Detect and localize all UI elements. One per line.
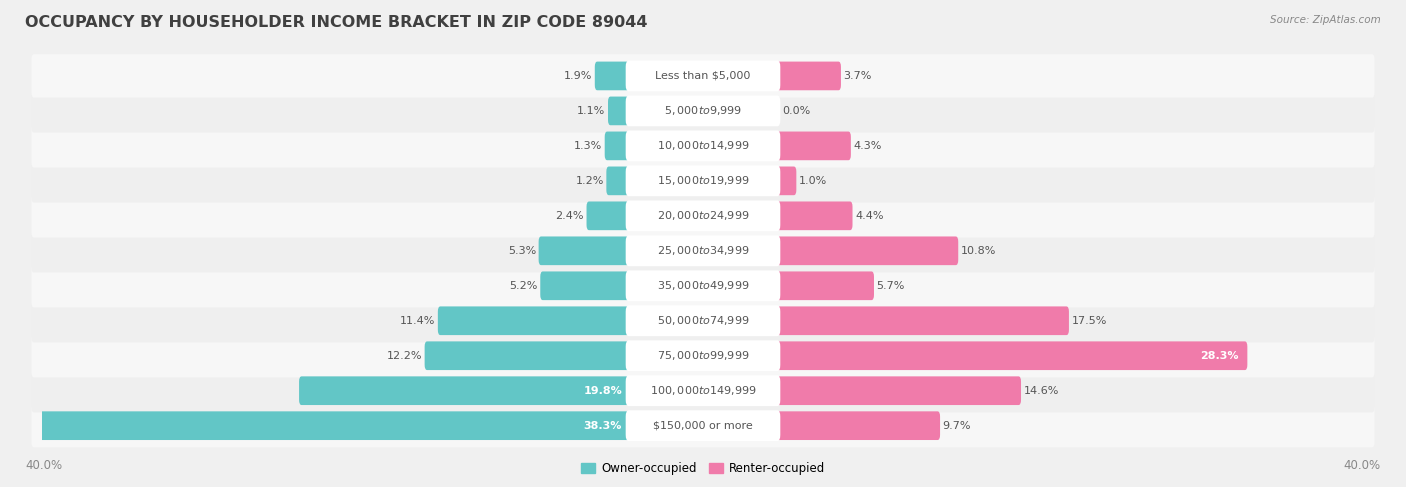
FancyBboxPatch shape — [437, 306, 631, 335]
FancyBboxPatch shape — [425, 341, 631, 370]
FancyBboxPatch shape — [31, 404, 1375, 448]
Text: 3.7%: 3.7% — [844, 71, 872, 81]
Text: 0.0%: 0.0% — [782, 106, 810, 116]
FancyBboxPatch shape — [626, 270, 780, 301]
Text: $35,000 to $49,999: $35,000 to $49,999 — [657, 279, 749, 292]
Text: 19.8%: 19.8% — [583, 386, 621, 396]
Text: 5.3%: 5.3% — [508, 246, 536, 256]
FancyBboxPatch shape — [775, 237, 959, 265]
FancyBboxPatch shape — [626, 235, 780, 266]
FancyBboxPatch shape — [31, 194, 1375, 238]
FancyBboxPatch shape — [31, 264, 1375, 307]
FancyBboxPatch shape — [31, 229, 1375, 273]
Text: 12.2%: 12.2% — [387, 351, 422, 361]
FancyBboxPatch shape — [299, 376, 631, 405]
FancyBboxPatch shape — [595, 61, 631, 90]
FancyBboxPatch shape — [31, 369, 1375, 412]
FancyBboxPatch shape — [775, 376, 1021, 405]
FancyBboxPatch shape — [31, 89, 1375, 132]
Text: 10.8%: 10.8% — [960, 246, 995, 256]
Text: 5.2%: 5.2% — [509, 281, 537, 291]
Text: $50,000 to $74,999: $50,000 to $74,999 — [657, 314, 749, 327]
Text: $25,000 to $34,999: $25,000 to $34,999 — [657, 244, 749, 257]
FancyBboxPatch shape — [775, 61, 841, 90]
FancyBboxPatch shape — [607, 96, 631, 125]
Text: 11.4%: 11.4% — [399, 316, 436, 326]
Text: 1.9%: 1.9% — [564, 71, 592, 81]
Text: 4.4%: 4.4% — [855, 211, 883, 221]
FancyBboxPatch shape — [626, 201, 780, 231]
FancyBboxPatch shape — [31, 334, 1375, 377]
FancyBboxPatch shape — [626, 410, 780, 441]
FancyBboxPatch shape — [31, 299, 1375, 342]
FancyBboxPatch shape — [626, 305, 780, 336]
FancyBboxPatch shape — [775, 131, 851, 160]
FancyBboxPatch shape — [775, 271, 875, 300]
FancyBboxPatch shape — [626, 60, 780, 92]
FancyBboxPatch shape — [775, 167, 796, 195]
FancyBboxPatch shape — [586, 202, 631, 230]
Text: 17.5%: 17.5% — [1071, 316, 1107, 326]
FancyBboxPatch shape — [538, 237, 631, 265]
Text: OCCUPANCY BY HOUSEHOLDER INCOME BRACKET IN ZIP CODE 89044: OCCUPANCY BY HOUSEHOLDER INCOME BRACKET … — [25, 15, 648, 30]
Text: Less than $5,000: Less than $5,000 — [655, 71, 751, 81]
FancyBboxPatch shape — [626, 95, 780, 126]
FancyBboxPatch shape — [605, 131, 631, 160]
Text: 9.7%: 9.7% — [942, 421, 972, 431]
Text: Source: ZipAtlas.com: Source: ZipAtlas.com — [1270, 15, 1381, 25]
Text: 1.0%: 1.0% — [799, 176, 827, 186]
Text: 1.3%: 1.3% — [574, 141, 602, 151]
FancyBboxPatch shape — [626, 166, 780, 196]
Text: 1.1%: 1.1% — [578, 106, 606, 116]
Text: $10,000 to $14,999: $10,000 to $14,999 — [657, 139, 749, 152]
Text: 40.0%: 40.0% — [1344, 459, 1381, 472]
FancyBboxPatch shape — [31, 124, 1375, 168]
FancyBboxPatch shape — [626, 375, 780, 406]
FancyBboxPatch shape — [775, 202, 852, 230]
Text: 4.3%: 4.3% — [853, 141, 882, 151]
FancyBboxPatch shape — [775, 306, 1069, 335]
FancyBboxPatch shape — [540, 271, 631, 300]
Text: $150,000 or more: $150,000 or more — [654, 421, 752, 431]
Text: 28.3%: 28.3% — [1199, 351, 1239, 361]
Text: $75,000 to $99,999: $75,000 to $99,999 — [657, 349, 749, 362]
Text: 38.3%: 38.3% — [583, 421, 621, 431]
Legend: Owner-occupied, Renter-occupied: Owner-occupied, Renter-occupied — [576, 457, 830, 480]
FancyBboxPatch shape — [775, 341, 1247, 370]
Text: 40.0%: 40.0% — [25, 459, 62, 472]
Text: $20,000 to $24,999: $20,000 to $24,999 — [657, 209, 749, 223]
FancyBboxPatch shape — [0, 412, 631, 440]
Text: 5.7%: 5.7% — [876, 281, 905, 291]
FancyBboxPatch shape — [626, 340, 780, 371]
FancyBboxPatch shape — [31, 159, 1375, 203]
FancyBboxPatch shape — [775, 412, 941, 440]
FancyBboxPatch shape — [31, 54, 1375, 97]
Text: 2.4%: 2.4% — [555, 211, 583, 221]
Text: $100,000 to $149,999: $100,000 to $149,999 — [650, 384, 756, 397]
Text: 1.2%: 1.2% — [575, 176, 605, 186]
Text: $15,000 to $19,999: $15,000 to $19,999 — [657, 174, 749, 187]
Text: 14.6%: 14.6% — [1024, 386, 1059, 396]
Text: $5,000 to $9,999: $5,000 to $9,999 — [664, 104, 742, 117]
FancyBboxPatch shape — [626, 131, 780, 161]
FancyBboxPatch shape — [606, 167, 631, 195]
